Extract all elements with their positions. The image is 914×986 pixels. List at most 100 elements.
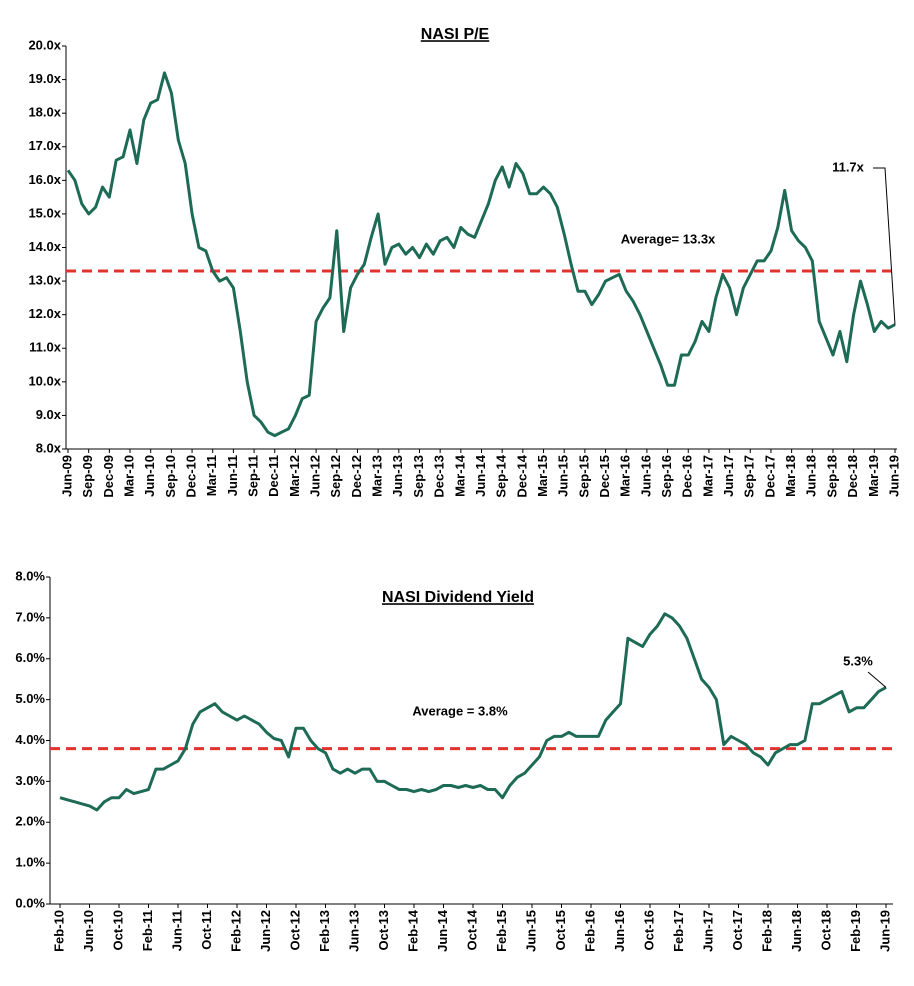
x-tick-label: Mar-14 (452, 454, 467, 497)
y-tick-label: 10.0x (28, 373, 61, 388)
x-tick-label: Sep-14 (494, 454, 509, 497)
end-label-leader (873, 167, 896, 325)
y-tick-label: 8.0% (15, 568, 45, 583)
x-tick-label: Mar-19 (866, 455, 881, 497)
x-tick-label: Mar-18 (783, 455, 798, 497)
y-tick-label: 11.0x (29, 340, 62, 355)
x-tick-label: Jun-19 (877, 910, 892, 952)
x-tick-label: Oct-15 (553, 910, 568, 950)
y-tick-label: 6.0% (15, 650, 45, 665)
x-tick-label: Sep-11 (246, 455, 261, 497)
x-tick-label: Sep-09 (80, 455, 95, 498)
x-tick-label: Dec-15 (597, 455, 612, 498)
x-tick-label: Jun-16 (612, 910, 627, 952)
x-tick-label: Mar-17 (700, 455, 715, 497)
y-tick-label: 3.0% (15, 773, 45, 788)
x-tick-label: Mar-13 (370, 455, 385, 497)
x-tick-label: Sep-18 (824, 455, 839, 498)
x-tick-label: Dec-18 (845, 455, 860, 498)
y-tick-label: 0.0% (15, 895, 45, 910)
x-tick-label: Dec-14 (514, 454, 529, 497)
x-tick-label: Jun-17 (700, 910, 715, 952)
x-tick-label: Dec-10 (183, 455, 198, 498)
y-tick-label: 9.0x (36, 407, 62, 422)
x-tick-label: Jun-14 (473, 454, 488, 497)
x-tick-label: Oct-14 (464, 909, 479, 950)
y-tick-label: 19.0x (28, 71, 61, 86)
average-label: Average = 3.8% (412, 703, 508, 718)
y-tick-label: 16.0x (28, 172, 61, 187)
x-tick-label: Jun-11 (225, 455, 240, 496)
x-tick-label: Dec-11 (266, 455, 281, 497)
x-tick-label: Jun-15 (556, 455, 571, 497)
x-tick-label: Dec-16 (680, 455, 695, 498)
x-tick-label: Jun-10 (81, 910, 96, 952)
y-tick-label: 5.0% (15, 691, 45, 706)
end-label: 11.7x (832, 159, 865, 174)
y-tick-label: 15.0x (28, 205, 61, 220)
y-tick-label: 14.0x (28, 239, 61, 254)
x-tick-label: Sep-10 (163, 455, 178, 498)
x-tick-label: Dec-12 (349, 455, 364, 498)
x-tick-label: Jun-19 (886, 455, 901, 497)
y-tick-label: 12.0x (28, 306, 61, 321)
y-tick-label: 20.0x (28, 37, 61, 52)
x-tick-label: Mar-10 (121, 455, 136, 497)
x-tick-label: Oct-13 (376, 910, 391, 950)
x-tick-label: Mar-12 (287, 455, 302, 497)
chart-title: NASI Dividend Yield (382, 589, 534, 606)
x-tick-label: Feb-10 (51, 910, 66, 952)
y-tick-label: 13.0x (28, 273, 61, 288)
x-tick-label: Dec-13 (432, 455, 447, 498)
x-tick-label: Sep-12 (328, 455, 343, 498)
x-tick-label: Jun-15 (523, 910, 538, 952)
x-tick-label: Jun-14 (435, 909, 450, 952)
x-tick-label: Sep-15 (576, 455, 591, 498)
y-tick-label: 2.0% (15, 814, 45, 829)
average-label: Average= 13.3x (621, 231, 716, 246)
y-tick-label: 17.0x (28, 138, 61, 153)
end-label: 5.3% (843, 653, 873, 668)
chart-title: NASI P/E (421, 26, 490, 43)
x-tick-label: Feb-15 (494, 910, 509, 952)
x-tick-label: Sep-16 (659, 455, 674, 498)
y-tick-label: 1.0% (15, 855, 45, 870)
x-tick-label: Sep-13 (411, 455, 426, 498)
x-tick-label: Dec-17 (762, 455, 777, 498)
x-tick-label: Jun-13 (390, 455, 405, 497)
x-tick-label: Feb-16 (582, 910, 597, 952)
y-tick-label: 8.0x (36, 440, 62, 455)
x-tick-label: Mar-15 (535, 455, 550, 497)
x-tick-label: Oct-10 (110, 910, 125, 950)
y-tick-label: 4.0% (15, 732, 45, 747)
x-tick-label: Jun-17 (721, 455, 736, 497)
x-tick-label: Jun-12 (258, 910, 273, 952)
x-tick-label: Jun-09 (59, 455, 74, 497)
x-tick-label: Oct-11 (199, 910, 214, 950)
x-tick-label: Jun-16 (638, 455, 653, 497)
y-tick-label: 7.0% (15, 609, 45, 624)
x-tick-label: Jun-18 (804, 455, 819, 497)
data-line (66, 71, 896, 438)
x-tick-label: Mar-11 (204, 455, 219, 496)
x-tick-label: Jun-10 (142, 455, 157, 497)
x-tick-label: Jun-13 (346, 910, 361, 952)
x-tick-label: Jun-18 (789, 910, 804, 952)
x-tick-label: Feb-19 (848, 910, 863, 952)
x-tick-label: Feb-17 (671, 910, 686, 952)
x-tick-label: Feb-14 (405, 909, 420, 952)
x-tick-label: Oct-18 (818, 910, 833, 950)
x-tick-label: Feb-18 (759, 910, 774, 952)
x-tick-label: Feb-11 (140, 910, 155, 951)
x-tick-label: Mar-16 (618, 455, 633, 497)
x-tick-label: Jun-11 (169, 910, 184, 951)
x-tick-label: Feb-13 (317, 910, 332, 952)
x-tick-label: Feb-12 (228, 910, 243, 952)
x-tick-label: Oct-12 (287, 910, 302, 950)
y-tick-label: 18.0x (28, 105, 61, 120)
x-tick-label: Jun-12 (308, 455, 323, 497)
x-tick-label: Oct-17 (730, 910, 745, 950)
x-tick-label: Oct-16 (641, 910, 656, 950)
data-line (59, 612, 887, 812)
